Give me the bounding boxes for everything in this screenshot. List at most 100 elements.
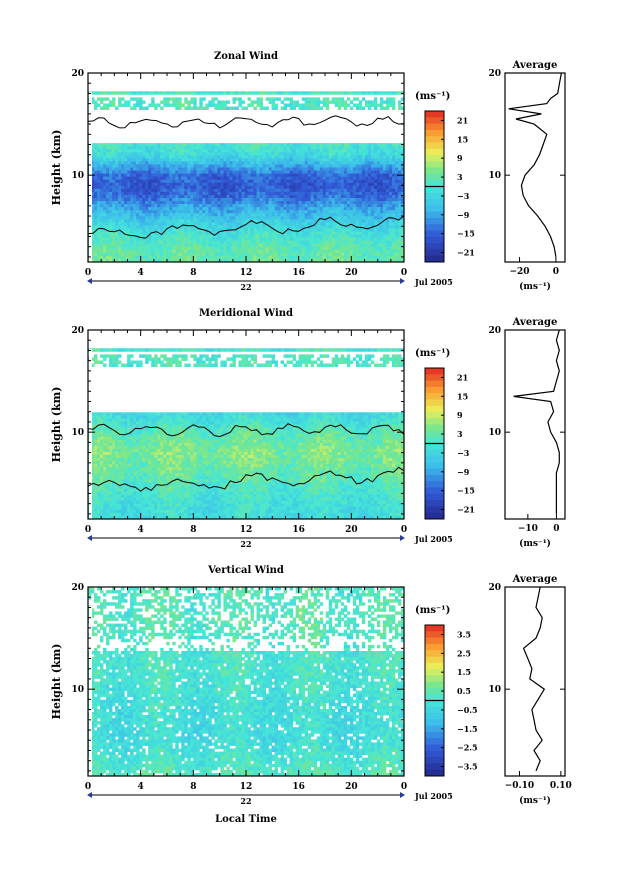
- heatmap-cell: [226, 106, 230, 110]
- heatmap-cell: [346, 143, 351, 147]
- heatmap-cell: [259, 237, 263, 242]
- heatmap-cell: [151, 164, 155, 168]
- heatmap-cell: [226, 176, 230, 181]
- heatmap-cell: [337, 167, 342, 171]
- heatmap-cell: [307, 100, 312, 104]
- heatmap-cell: [340, 213, 345, 217]
- heatmap-cell: [361, 185, 366, 190]
- heatmap-cell: [142, 164, 146, 168]
- heatmap-cell: [112, 243, 116, 248]
- colorbar-swatch: [425, 155, 444, 162]
- heatmap-cell: [217, 100, 221, 104]
- heatmap-cell: [217, 164, 221, 168]
- heatmap-cell: [259, 106, 263, 110]
- colorbar-swatch: [425, 123, 444, 131]
- heatmap-cell: [367, 222, 372, 226]
- heatmap-cell: [262, 243, 266, 248]
- heatmap-cell: [289, 188, 294, 193]
- heatmap-cell: [175, 149, 179, 153]
- heatmap-cell: [202, 197, 206, 202]
- heatmap-cell: [187, 363, 191, 367]
- heatmap-cell: [154, 240, 158, 245]
- heatmap-cell: [349, 237, 354, 242]
- heatmap-cell: [397, 194, 402, 199]
- heatmap-cell: [304, 100, 309, 104]
- heatmap-cell: [274, 231, 278, 235]
- heatmap-cell: [334, 363, 339, 367]
- heatmap-cell: [304, 176, 309, 181]
- heatmap-cell: [97, 240, 101, 245]
- heatmap-cell: [256, 234, 260, 239]
- heatmap-cell: [100, 234, 104, 239]
- heatmap-cell: [373, 152, 378, 156]
- heatmap-cell: [379, 201, 384, 205]
- heatmap-cell: [295, 258, 300, 263]
- heatmap-cell: [94, 182, 98, 187]
- heatmap-cell: [241, 179, 245, 184]
- heatmap-cell: [310, 182, 315, 187]
- heatmap-cell: [121, 216, 125, 220]
- heatmap-cell: [139, 249, 143, 254]
- heatmap-cell: [388, 143, 393, 147]
- heatmap-cell: [280, 213, 285, 217]
- heatmap-cell: [94, 161, 98, 165]
- heatmap-cell: [304, 348, 309, 352]
- heatmap-cell: [112, 197, 116, 202]
- heatmap-cell: [385, 357, 390, 361]
- heatmap-cell: [259, 146, 263, 150]
- heatmap-cell: [100, 164, 104, 168]
- heatmap-cell: [346, 255, 351, 260]
- heatmap-cell: [145, 210, 149, 214]
- heatmap-cell: [391, 152, 396, 156]
- heatmap-cell: [289, 167, 294, 171]
- heatmap-cell: [190, 97, 194, 101]
- heatmap-cell: [343, 240, 348, 245]
- heatmap-cell: [358, 246, 363, 251]
- heatmap-cell: [142, 222, 146, 226]
- heatmap-cell: [133, 255, 137, 260]
- heatmap-cell: [367, 213, 372, 217]
- heatmap-cell: [361, 158, 366, 162]
- heatmap-cell: [199, 231, 203, 235]
- heatmap-cell: [379, 188, 384, 193]
- heatmap-cell: [316, 243, 321, 248]
- heatmap-cell: [355, 106, 360, 110]
- heatmap-cell: [316, 213, 321, 217]
- colorbar-swatch: [425, 249, 444, 257]
- heatmap-cell: [280, 348, 285, 352]
- heatmap-cell: [367, 219, 372, 223]
- heatmap-cell: [136, 258, 140, 263]
- heatmap-cell: [241, 219, 245, 223]
- heatmap-cell: [247, 240, 251, 245]
- heatmap-cell: [355, 167, 360, 171]
- heatmap-cell: [277, 348, 282, 352]
- heatmap-cell: [280, 149, 285, 153]
- heatmap-cell: [226, 100, 230, 104]
- heatmap-cell: [262, 146, 266, 150]
- heatmap-cell: [184, 222, 188, 226]
- heatmap-cell: [220, 188, 224, 193]
- heatmap-cell: [283, 252, 288, 257]
- heatmap-cell: [196, 252, 200, 257]
- heatmap-cell: [355, 249, 360, 254]
- heatmap-cell: [331, 363, 336, 367]
- heatmap-cell: [289, 237, 294, 242]
- heatmap-cell: [328, 152, 333, 156]
- heatmap-cell: [298, 170, 303, 174]
- heatmap-cell: [376, 179, 381, 184]
- heatmap-cell: [367, 143, 372, 147]
- heatmap-cell: [334, 194, 339, 199]
- heatmap-cell: [154, 207, 158, 211]
- heatmap-cell: [118, 170, 122, 174]
- heatmap-cell: [298, 237, 303, 242]
- heatmap-cell: [103, 225, 107, 229]
- heatmap-cell: [331, 252, 336, 257]
- heatmap-cell: [184, 240, 188, 245]
- heatmap-cell: [319, 237, 324, 242]
- heatmap-cell: [199, 207, 203, 211]
- heatmap-cell: [241, 234, 245, 239]
- heatmap-cell: [145, 194, 149, 199]
- heatmap-cell: [223, 155, 227, 159]
- heatmap-cell: [385, 243, 390, 248]
- heatmap-cell: [256, 249, 260, 254]
